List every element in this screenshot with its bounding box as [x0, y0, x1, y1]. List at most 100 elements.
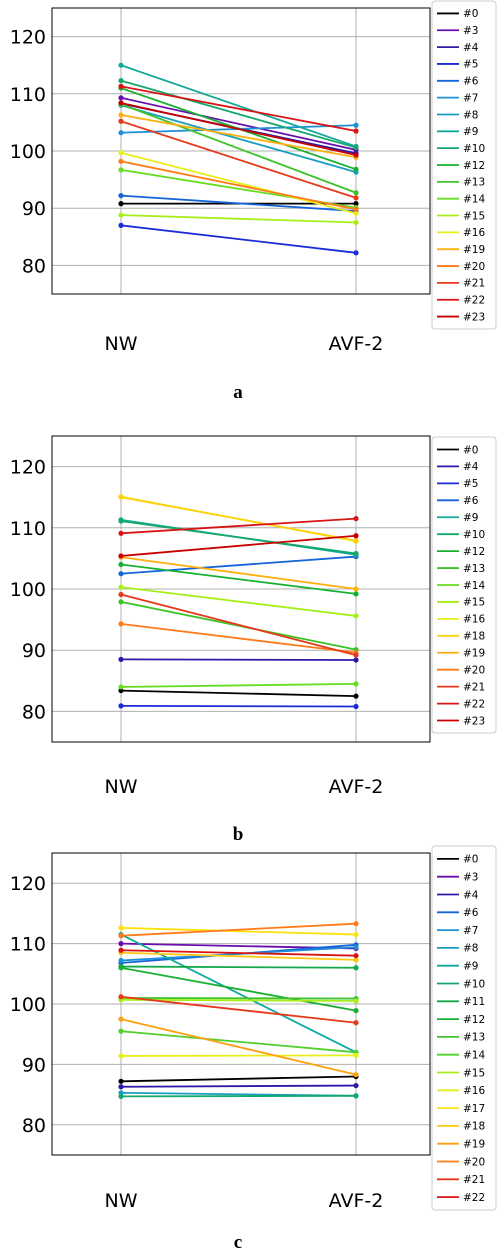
legend-label: #21	[463, 681, 485, 693]
legend-label: #9	[463, 126, 478, 138]
data-point	[353, 657, 359, 663]
data-point	[353, 1020, 359, 1026]
y-tick-label: 80	[22, 255, 46, 277]
y-tick-label: 90	[22, 640, 46, 662]
x-tick-label: AVF-2	[329, 1190, 384, 1212]
series-line	[120, 951, 357, 961]
legend-label: #5	[463, 59, 478, 71]
data-point	[353, 550, 359, 557]
data-point	[353, 1093, 359, 1099]
legend-label: #20	[463, 665, 485, 677]
data-point	[118, 212, 124, 218]
series-line	[120, 622, 357, 654]
data-point	[353, 516, 359, 522]
series-line	[120, 214, 357, 224]
series-line	[120, 160, 357, 211]
series-line	[120, 998, 357, 1002]
legend-label: #10	[463, 143, 485, 155]
data-point	[353, 206, 359, 212]
legend-label: #4	[463, 461, 479, 473]
legend-label: #4	[463, 889, 479, 901]
y-tick-label: 100	[10, 994, 46, 1016]
y-tick-label: 120	[10, 457, 46, 479]
legend-label: #0	[463, 854, 478, 866]
data-point	[118, 684, 124, 690]
data-point	[353, 931, 359, 938]
y-tick-label: 90	[22, 198, 46, 220]
legend-label: #23	[463, 715, 485, 727]
legend-label: #15	[463, 1067, 485, 1079]
data-point	[353, 681, 359, 687]
series-line	[120, 682, 357, 688]
data-point	[353, 166, 359, 172]
series-line	[120, 64, 357, 148]
data-point	[353, 957, 359, 963]
y-tick-label: 100	[10, 141, 46, 163]
legend-box	[431, 436, 497, 734]
data-point	[118, 703, 124, 709]
figure-caption: a	[233, 382, 243, 403]
data-point	[353, 591, 359, 597]
series-line	[120, 1030, 357, 1054]
data-point	[118, 1028, 124, 1034]
series-line	[120, 104, 357, 174]
series-line	[120, 995, 357, 1024]
legend-label: #8	[463, 109, 478, 121]
legend-label: #9	[463, 961, 478, 973]
y-tick-label: 120	[10, 27, 46, 49]
legend-label: #20	[463, 261, 485, 273]
series-line	[120, 586, 357, 617]
series-line	[120, 965, 357, 969]
data-point	[118, 591, 124, 598]
y-tick-label: 100	[10, 579, 46, 601]
series-line	[120, 926, 357, 936]
y-tick-label: 90	[22, 1054, 46, 1076]
y-tick-label: 80	[22, 1115, 46, 1137]
data-point	[353, 586, 359, 592]
data-point	[118, 83, 124, 89]
series-line	[120, 946, 357, 962]
legend-label: #18	[463, 631, 485, 643]
data-point	[118, 62, 124, 68]
data-point	[118, 201, 124, 207]
legend-label: #22	[463, 295, 485, 307]
y-tick-label: 110	[10, 84, 46, 106]
data-point	[353, 1052, 359, 1058]
series-line	[120, 224, 357, 254]
figure-caption: c	[234, 1232, 242, 1253]
legend-label: #16	[463, 227, 485, 239]
legend-label: #23	[463, 311, 485, 323]
legend-label: #7	[463, 925, 478, 937]
legend-label: #12	[463, 1014, 485, 1026]
legend-label: #15	[463, 597, 485, 609]
data-point	[118, 571, 124, 577]
y-tick-label: 110	[10, 518, 46, 540]
series-line	[120, 194, 357, 212]
data-point	[118, 1053, 124, 1059]
data-point	[118, 494, 124, 500]
legend-label: #16	[463, 1085, 485, 1097]
data-point	[353, 1082, 359, 1089]
y-tick-label: 80	[22, 701, 46, 723]
legend-label: #13	[463, 563, 485, 575]
legend-label: #0	[463, 444, 478, 456]
legend-box	[431, 845, 497, 1211]
series-line	[120, 704, 357, 708]
data-point	[118, 925, 124, 931]
data-point	[353, 195, 359, 201]
series-line	[120, 1054, 357, 1057]
chart-a: 80 90 100 110 120 NW AVF-2 #0 #3 #4 #5 #6 #7 #8 #9 #10 #…	[10, 0, 497, 403]
data-point	[353, 144, 359, 151]
data-point	[118, 599, 124, 605]
legend-label: #8	[463, 943, 478, 955]
series-line	[120, 96, 357, 151]
series-line	[120, 658, 357, 661]
data-point	[118, 78, 124, 84]
series-line	[120, 102, 357, 156]
data-point	[118, 553, 124, 559]
series-line	[120, 520, 357, 555]
legend-label: #22	[463, 698, 485, 710]
plot-frame	[51, 7, 431, 295]
legend-label: #12	[463, 546, 485, 558]
